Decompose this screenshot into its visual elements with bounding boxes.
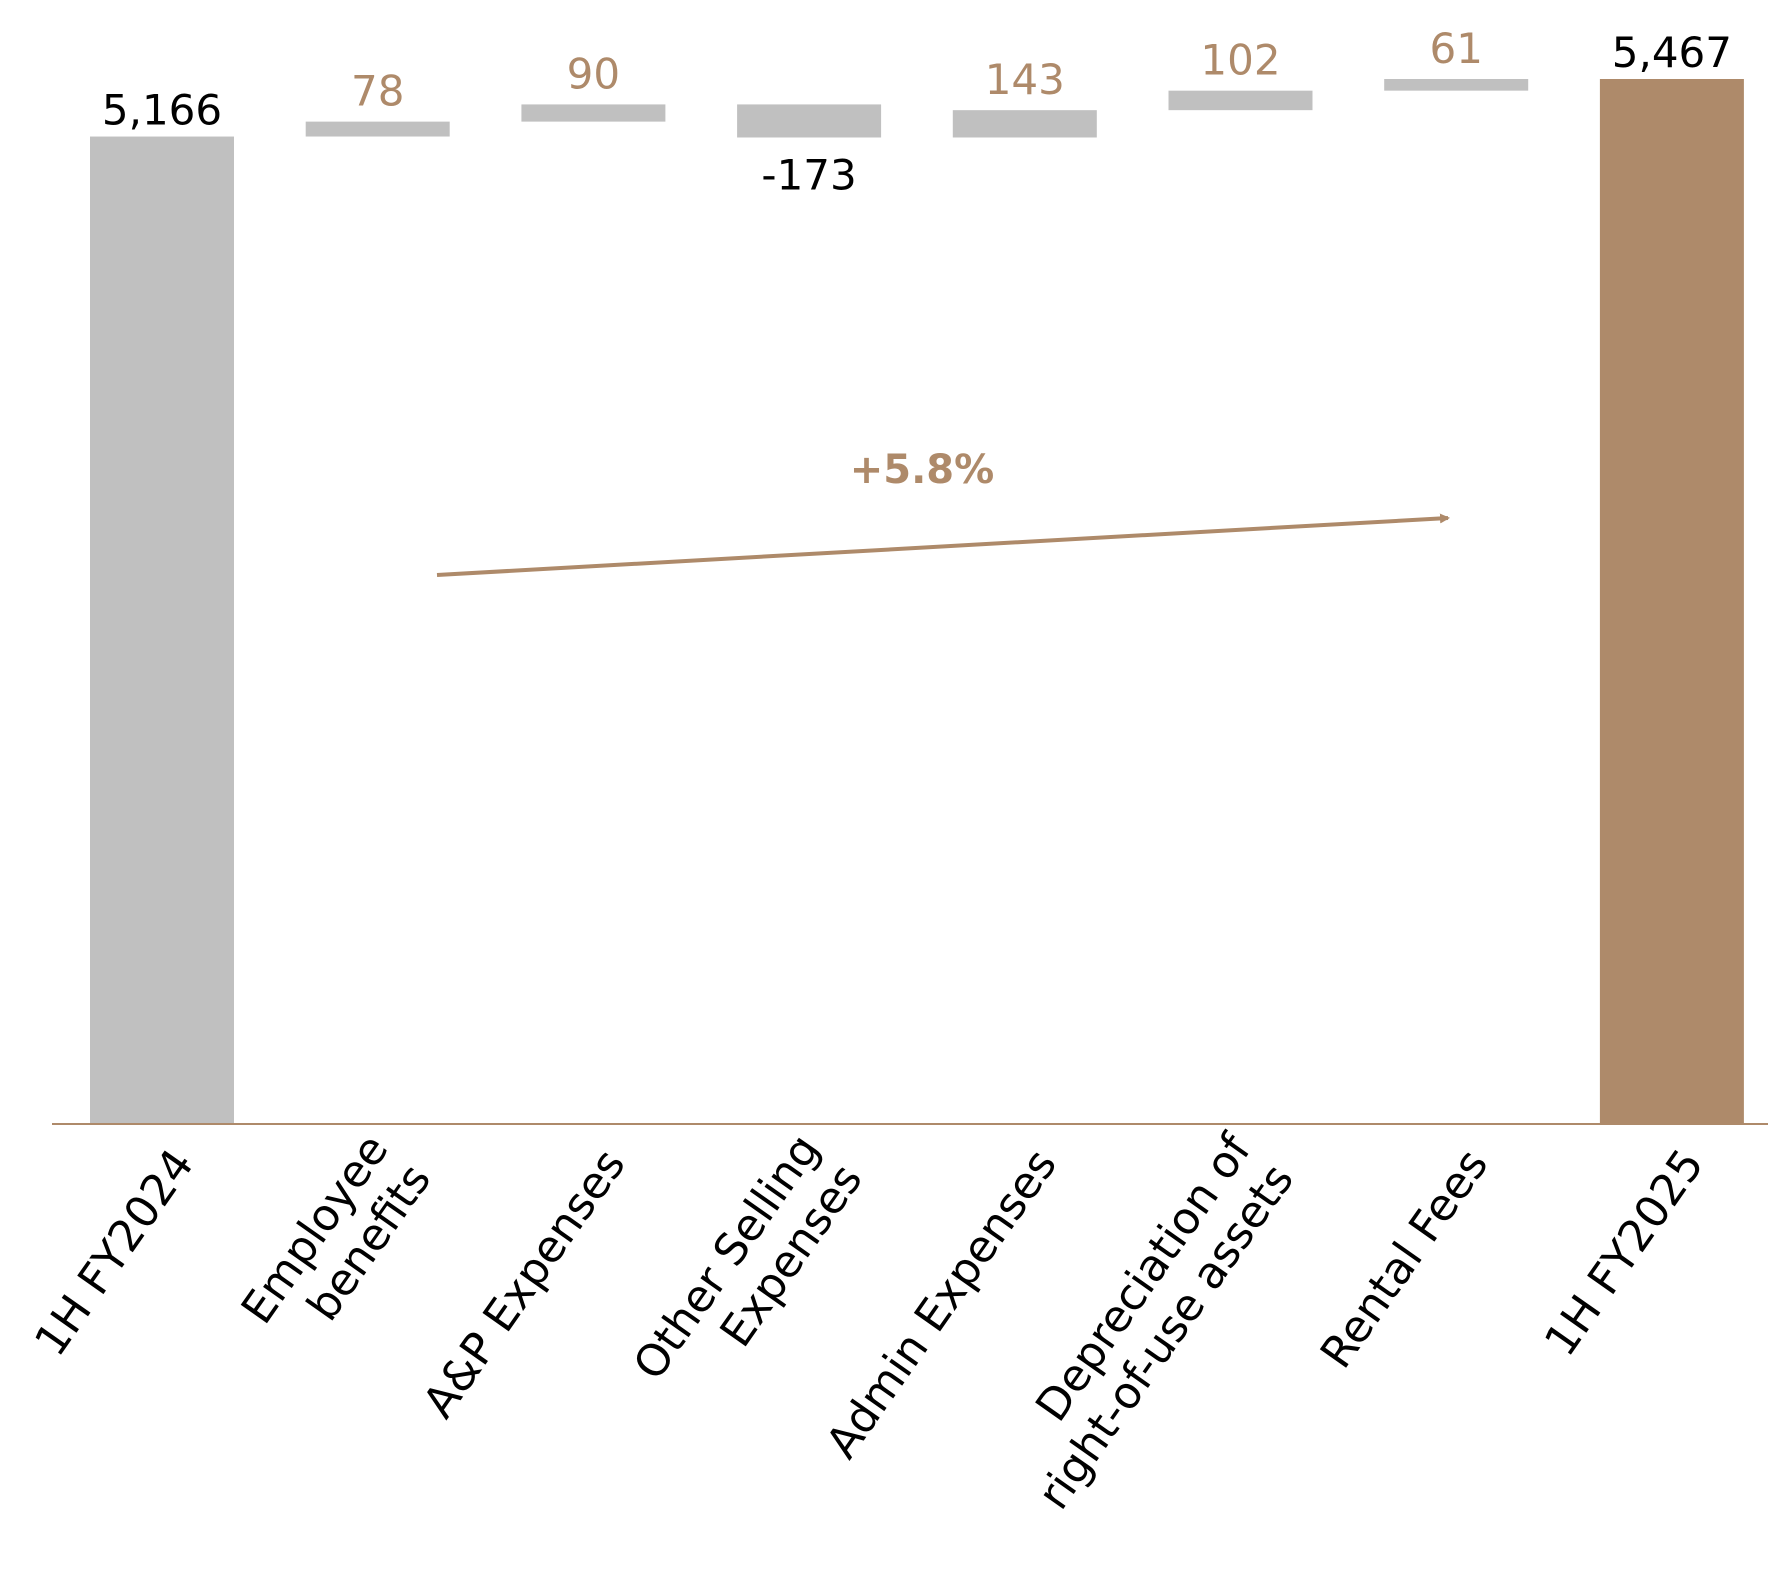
data-label: 61 [1429, 24, 1482, 73]
category-label-line: 1H FY2024 [25, 1140, 204, 1365]
category-label: 1H FY2024 [25, 1140, 204, 1365]
bar-total [1599, 79, 1744, 1124]
category-label-line: Rental Fees [1311, 1140, 1498, 1377]
category-label: Other SellingExpenses [624, 1125, 873, 1419]
growth-arrow [436, 513, 1450, 577]
bar-delta [305, 121, 450, 137]
category-label: Rental Fees [1311, 1140, 1498, 1377]
bar-total [90, 136, 234, 1124]
category-label: Employeebenefits [232, 1125, 441, 1363]
data-label: 5,166 [102, 86, 222, 135]
data-label: 78 [351, 67, 404, 116]
category-label-line: A&P Expenses [413, 1140, 635, 1427]
data-label: 143 [985, 55, 1065, 104]
data-label: 90 [567, 49, 620, 98]
category-label-line: 1H FY2025 [1535, 1140, 1714, 1365]
bar-delta [1384, 79, 1529, 91]
bar-delta [521, 104, 666, 122]
data-label: -173 [761, 150, 856, 199]
data-label: 5,467 [1612, 28, 1732, 77]
bar-delta [952, 110, 1097, 138]
growth-annotation: +5.8% [850, 447, 994, 493]
category-label: A&P Expenses [413, 1140, 635, 1427]
bar-delta [737, 104, 882, 138]
bar-delta [1168, 90, 1313, 111]
category-label: 1H FY2025 [1535, 1140, 1714, 1365]
data-label: 102 [1200, 36, 1280, 85]
bars-layer [90, 79, 1744, 1124]
value-labels-layer: 5,166 78 90 -173 143 102 61 5,467 [102, 24, 1732, 199]
